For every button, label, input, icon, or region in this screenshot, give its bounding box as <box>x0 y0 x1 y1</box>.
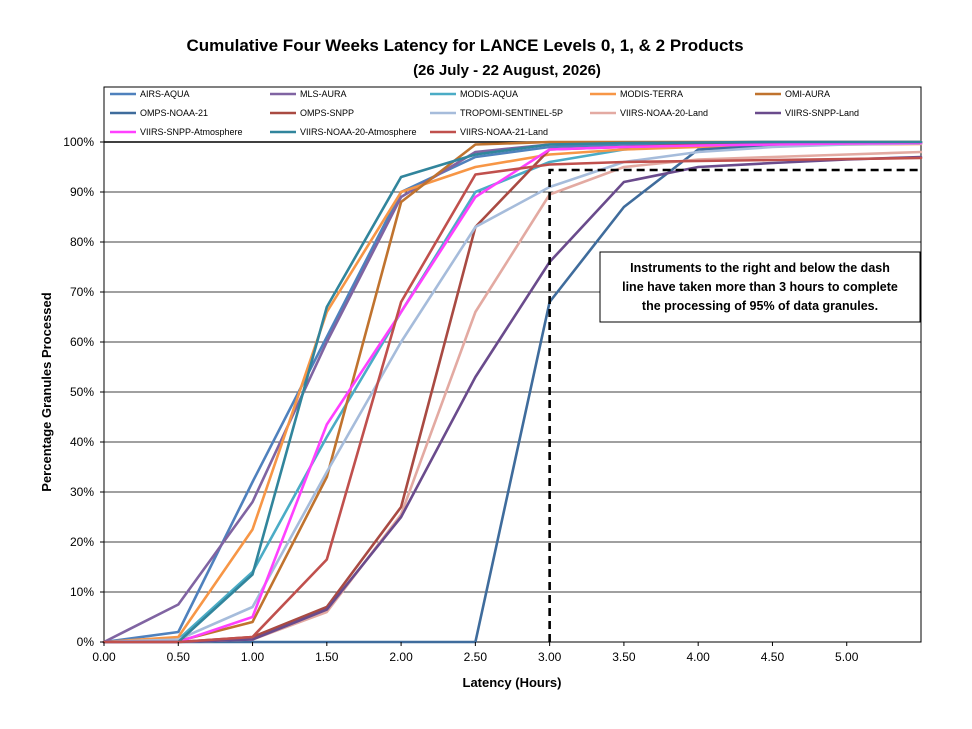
y-axis-ticks: 0% 10% 20% 30% 40% 50% 60% 70% 80% 90% 100% <box>63 135 104 649</box>
x-tick-label: 3.50 <box>612 650 636 664</box>
legend-label: VIIRS-SNPP-Land <box>785 108 859 118</box>
x-tick-label: 4.50 <box>761 650 785 664</box>
series-line-viirs-noaa-21-land <box>102 156 923 644</box>
x-tick-label: 0.00 <box>92 650 116 664</box>
x-axis-title: Latency (Hours) <box>463 675 562 690</box>
reference-dash-line <box>548 168 921 642</box>
legend-label: VIIRS-NOAA-20-Land <box>620 108 708 118</box>
y-tick-label: 40% <box>70 435 94 449</box>
x-tick-label: 2.00 <box>389 650 413 664</box>
y-tick-label: 90% <box>70 185 94 199</box>
annotation-background <box>599 251 921 323</box>
legend-label: VIIRS-NOAA-21-Land <box>460 127 548 137</box>
y-tick-label: 100% <box>63 135 94 149</box>
gridlines <box>104 141 921 643</box>
legend: AIRS-AQUA MLS-AURA MODIS-AQUA MODIS-TERRA OM… <box>110 89 859 137</box>
x-tick-label: 4.00 <box>687 650 711 664</box>
legend-label: MODIS-AQUA <box>460 89 518 99</box>
annotation-box: Instruments to the right and below the d… <box>599 251 921 323</box>
y-tick-label: 0% <box>77 635 95 649</box>
y-tick-label: 50% <box>70 385 94 399</box>
chart-subtitle: (26 July - 22 August, 2026) <box>413 62 601 79</box>
x-tick-label: 0.50 <box>167 650 191 664</box>
y-tick-label: 70% <box>70 285 94 299</box>
y-tick-label: 10% <box>70 585 94 599</box>
annotation-line-3: the processing of 95% of data granules. <box>642 299 878 313</box>
y-axis-title: Percentage Granules Processed <box>39 292 54 491</box>
annotation-line-2: line have taken more than 3 hours to com… <box>622 280 898 294</box>
x-tick-label: 5.00 <box>835 650 859 664</box>
y-tick-label: 80% <box>70 235 94 249</box>
annotation-line-1: Instruments to the right and below the d… <box>630 261 890 275</box>
legend-label: OMI-AURA <box>785 89 830 99</box>
legend-label: OMPS-SNPP <box>300 108 354 118</box>
series-lines <box>102 140 923 644</box>
x-tick-label: 1.00 <box>241 650 265 664</box>
plot-area-border <box>103 86 922 643</box>
x-tick-label: 1.50 <box>315 650 339 664</box>
series-line-tropomi-sentinel-5p <box>102 142 923 644</box>
series-line-modis-terra <box>102 142 923 644</box>
legend-label: VIIRS-NOAA-20-Atmosphere <box>300 127 417 137</box>
x-tick-label: 2.50 <box>464 650 488 664</box>
dashed-threshold-line <box>548 168 921 642</box>
y-tick-label: 30% <box>70 485 94 499</box>
series-line-viirs-snpp-atmosphere <box>102 141 923 644</box>
legend-label: OMPS-NOAA-21 <box>140 108 208 118</box>
legend-label: TROPOMI-SENTINEL-5P <box>460 108 563 118</box>
legend-label: MODIS-TERRA <box>620 89 683 99</box>
y-tick-label: 20% <box>70 535 94 549</box>
legend-label: VIIRS-SNPP-Atmosphere <box>140 127 243 137</box>
x-axis-ticks: 0.00 0.50 1.00 1.50 2.00 2.50 3.00 3.50 4.00 4.50… <box>92 642 859 664</box>
legend-label: MLS-AURA <box>300 89 347 99</box>
series-line-viirs-snpp-land <box>102 155 923 644</box>
x-tick-label: 3.00 <box>538 650 562 664</box>
series-line-viirs-noaa-20-atmosphere <box>102 140 923 644</box>
legend-label: AIRS-AQUA <box>140 89 190 99</box>
chart-title: Cumulative Four Weeks Latency for LANCE … <box>186 36 743 55</box>
y-tick-label: 60% <box>70 335 94 349</box>
